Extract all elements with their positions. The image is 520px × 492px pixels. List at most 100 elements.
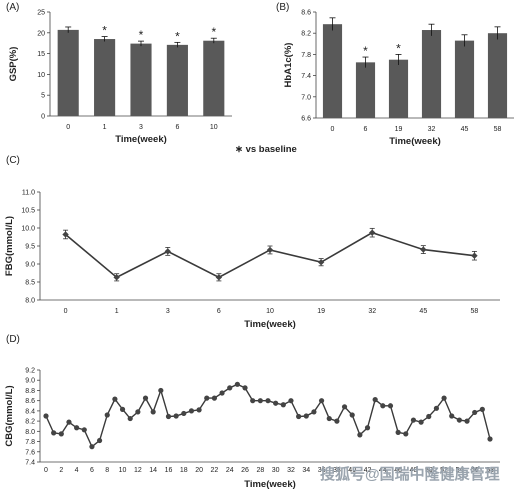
series-line — [45, 383, 491, 448]
data-point — [211, 395, 218, 401]
data-point — [150, 409, 156, 415]
y-tick-label: 9.0 — [25, 262, 35, 269]
data-point — [215, 274, 223, 281]
x-tick-label: 38 — [333, 467, 341, 474]
data-point — [433, 405, 440, 411]
y-tick-label: 11.0 — [22, 190, 35, 197]
x-tick-label: 50 — [425, 467, 433, 474]
data-point — [58, 431, 64, 437]
y-tick-label: 10.0 — [21, 226, 35, 233]
bar — [94, 39, 116, 116]
data-point — [81, 427, 87, 433]
x-tick-label: 19 — [395, 126, 403, 133]
x-tick-label: 26 — [241, 467, 249, 474]
data-point — [426, 413, 432, 420]
y-tick-label: 0 — [41, 114, 45, 121]
x-tick-label: 24 — [226, 467, 234, 474]
x-tick-label: 18 — [180, 467, 188, 474]
x-tick-label: 6 — [364, 126, 368, 133]
x-tick-label: 20 — [195, 467, 203, 474]
data-point — [449, 413, 455, 419]
bar — [454, 40, 475, 119]
x-tick-label: 52 — [440, 467, 448, 474]
data-point — [317, 259, 325, 266]
data-point — [113, 274, 120, 281]
significance-note: ∗ vs baseline — [235, 144, 297, 155]
data-point — [165, 413, 172, 420]
x-tick-label: 3 — [139, 124, 143, 131]
y-tick-label: 20 — [37, 30, 45, 37]
data-point — [158, 387, 164, 394]
y-tick-label: 8.6 — [25, 398, 35, 405]
y-tick-label: 7.8 — [301, 52, 311, 59]
x-tick-label: 58 — [486, 467, 494, 474]
data-point — [181, 410, 187, 417]
bar — [355, 62, 376, 118]
y-tick-label: 5 — [41, 93, 45, 100]
y-tick-label: 25 — [37, 10, 45, 17]
x-tick-label: 10 — [119, 467, 127, 474]
x-tick-label: 34 — [302, 467, 310, 474]
significance-marker: * — [211, 25, 216, 39]
x-tick-label: 36 — [318, 467, 326, 474]
data-point — [464, 418, 470, 424]
bar — [322, 24, 343, 118]
bar — [57, 29, 79, 116]
data-point — [74, 425, 80, 431]
x-tick-label: 1 — [103, 124, 107, 131]
y-axis-title: CBG(mmol/L) — [4, 385, 15, 446]
panel-d-chart: (D) 7.4 7.6 7.8 8.0 8.2 8.4 8.6 8.8 9.0 9.2 Time(we… — [4, 334, 500, 490]
x-tick-label: 48 — [410, 467, 418, 474]
data-point — [234, 381, 240, 387]
watermark: 搜狐号@国瑞中隆健康管理 — [320, 465, 500, 483]
x-tick-label: 6 — [90, 467, 94, 474]
x-tick-label: 10 — [266, 308, 274, 315]
data-point — [441, 395, 447, 401]
y-tick-label: 7.8 — [25, 439, 35, 446]
y-tick-label: 10 — [37, 72, 45, 79]
data-point — [288, 398, 294, 404]
x-tick-label: 30 — [272, 467, 280, 474]
data-point — [372, 397, 378, 403]
x-tick-label: 19 — [317, 308, 325, 315]
x-tick-label: 44 — [379, 467, 387, 474]
y-tick-label: 8.4 — [25, 408, 35, 415]
y-tick-label: 8.0 — [25, 298, 35, 305]
x-tick-label: 42 — [364, 467, 372, 474]
data-point — [303, 413, 309, 419]
bar — [421, 30, 442, 118]
data-point — [142, 395, 149, 401]
data-point — [242, 385, 248, 391]
data-point — [196, 407, 202, 413]
significance-marker: * — [175, 29, 180, 43]
data-point — [257, 398, 263, 404]
x-tick-label: 40 — [348, 467, 356, 474]
x-tick-label: 0 — [64, 308, 68, 315]
y-tick-label: 8.2 — [301, 31, 311, 38]
data-point — [188, 408, 195, 414]
data-point — [66, 419, 72, 425]
significance-marker: * — [102, 24, 107, 38]
data-point — [204, 395, 210, 401]
y-tick-label: 7.0 — [301, 94, 311, 101]
data-point — [265, 398, 271, 404]
data-point — [273, 400, 279, 406]
significance-marker: * — [396, 41, 401, 55]
x-tick-label: 58 — [471, 308, 479, 315]
y-axis-title: HbA1c(%) — [283, 43, 294, 88]
y-tick-label: 9.2 — [25, 368, 35, 375]
x-tick-label: 58 — [494, 126, 502, 133]
y-axis-title: FBG(mmol/L) — [4, 216, 15, 276]
y-tick-label: 7.4 — [301, 73, 311, 80]
data-point — [173, 413, 179, 419]
panel-b-label: (B) — [276, 2, 289, 13]
significance-marker: * — [139, 28, 144, 42]
x-tick-label: 0 — [331, 126, 335, 133]
y-tick-label: 9.5 — [25, 244, 35, 251]
data-point — [380, 403, 386, 409]
data-point — [112, 396, 118, 402]
x-tick-label: 12 — [134, 467, 142, 474]
data-point — [326, 415, 332, 422]
y-tick-label: 15 — [37, 51, 45, 58]
data-point — [472, 409, 478, 416]
